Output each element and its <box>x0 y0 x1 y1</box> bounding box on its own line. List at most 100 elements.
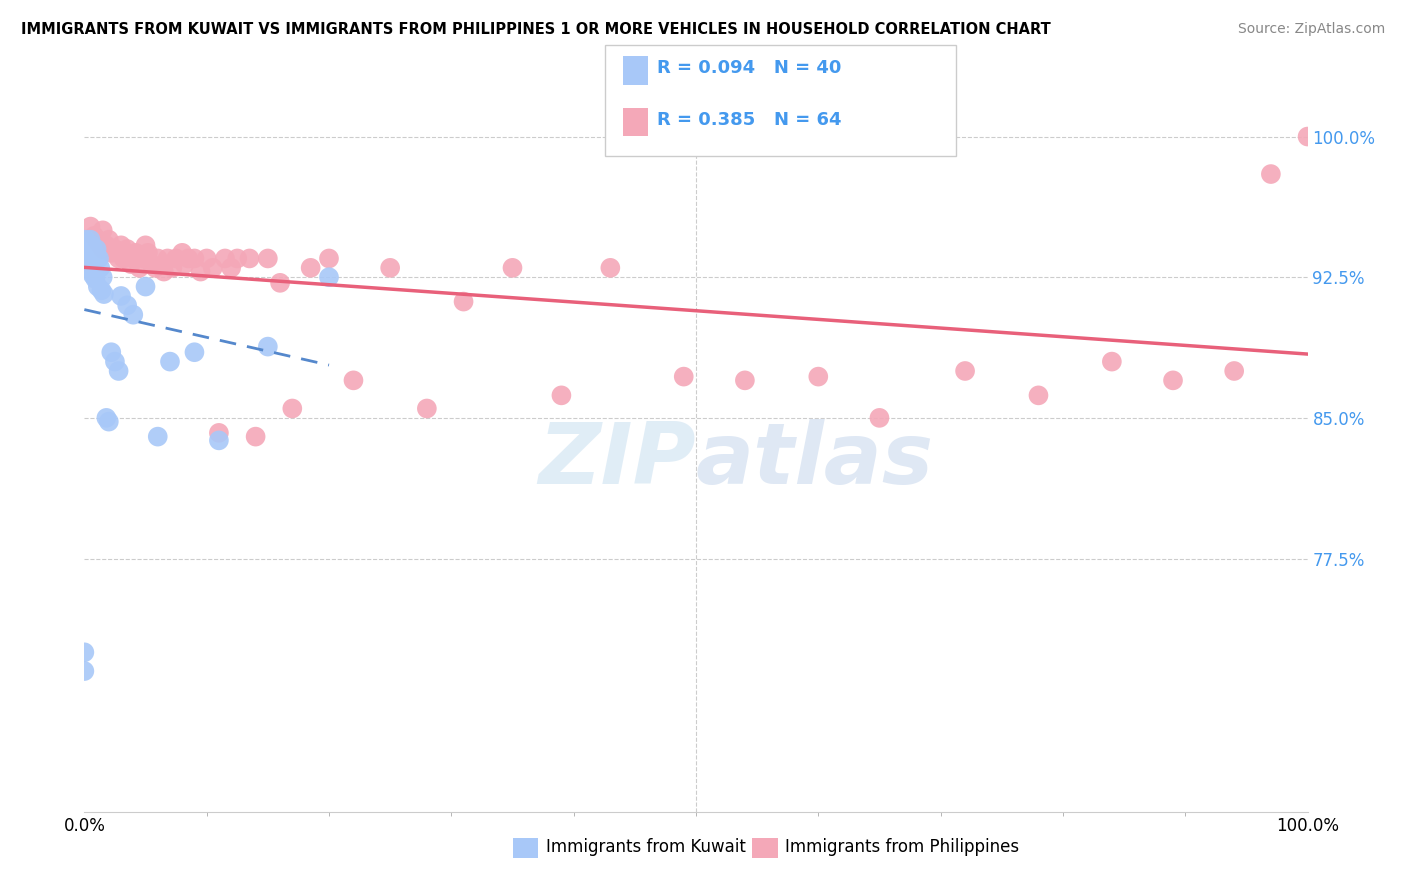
Point <box>190 264 212 278</box>
Text: IMMIGRANTS FROM KUWAIT VS IMMIGRANTS FROM PHILIPPINES 1 OR MORE VEHICLES IN HOUS: IMMIGRANTS FROM KUWAIT VS IMMIGRANTS FRO… <box>21 22 1050 37</box>
Point <box>132 252 155 266</box>
Point <box>83 229 105 244</box>
Point <box>84 272 107 286</box>
Point <box>100 345 122 359</box>
Point <box>807 369 830 384</box>
Point <box>1101 354 1123 368</box>
Point <box>226 252 249 266</box>
Point <box>416 401 439 416</box>
Point <box>100 245 122 260</box>
Point <box>550 388 572 402</box>
Point <box>599 260 621 275</box>
Point <box>177 252 200 266</box>
Text: Immigrants from Kuwait: Immigrants from Kuwait <box>546 838 745 856</box>
Point <box>318 270 340 285</box>
Point <box>135 238 157 252</box>
Point <box>104 242 127 256</box>
Point <box>83 245 105 260</box>
Point <box>162 260 184 275</box>
Point <box>76 242 98 256</box>
Point <box>77 253 100 268</box>
Point <box>1028 388 1050 402</box>
Point <box>159 354 181 368</box>
Text: R = 0.385   N = 64: R = 0.385 N = 64 <box>657 111 841 128</box>
Text: Immigrants from Philippines: Immigrants from Philippines <box>785 838 1019 856</box>
Point <box>77 257 100 271</box>
Point <box>82 242 104 256</box>
Point <box>245 429 267 443</box>
Point <box>208 425 231 440</box>
Point <box>91 270 114 285</box>
Point <box>80 238 103 252</box>
Point <box>257 340 280 354</box>
Point <box>219 260 242 275</box>
Point <box>73 645 96 659</box>
Point <box>136 245 159 260</box>
Point <box>86 250 108 264</box>
Point <box>96 238 118 252</box>
Point <box>1161 373 1184 387</box>
Point <box>183 345 205 359</box>
Point <box>208 434 231 448</box>
Point <box>172 245 194 260</box>
Point <box>115 298 138 312</box>
Point <box>110 238 132 252</box>
Point <box>128 260 150 275</box>
Text: atlas: atlas <box>696 419 934 502</box>
Point <box>107 364 129 378</box>
Point <box>76 245 98 260</box>
Point <box>318 252 340 266</box>
Point <box>672 369 695 384</box>
Point <box>869 410 891 425</box>
Point <box>75 238 97 252</box>
Point <box>77 250 100 264</box>
Point <box>165 252 187 266</box>
Point <box>86 233 108 247</box>
Point <box>97 233 120 247</box>
Point <box>1223 364 1246 378</box>
Point <box>112 252 135 266</box>
Point <box>86 242 108 256</box>
Point <box>110 289 132 303</box>
Point <box>79 260 101 275</box>
Point <box>73 664 96 678</box>
Point <box>342 373 364 387</box>
Point <box>82 268 104 283</box>
Point <box>953 364 976 378</box>
Point <box>135 279 157 293</box>
Point <box>87 279 110 293</box>
Point <box>87 252 110 266</box>
Point <box>96 410 118 425</box>
Point <box>502 260 524 275</box>
Point <box>90 283 112 297</box>
Point <box>214 252 236 266</box>
Text: Source: ZipAtlas.com: Source: ZipAtlas.com <box>1237 22 1385 37</box>
Point <box>1260 167 1282 181</box>
Point <box>269 276 291 290</box>
Point <box>115 242 138 256</box>
Text: R = 0.094   N = 40: R = 0.094 N = 40 <box>657 59 841 77</box>
Point <box>91 242 114 256</box>
Point <box>734 373 756 387</box>
Point <box>257 252 280 266</box>
Point <box>80 264 103 278</box>
Point <box>75 233 97 247</box>
Point <box>97 415 120 429</box>
Point <box>120 257 142 271</box>
Point <box>104 354 127 368</box>
Point <box>238 252 260 266</box>
Point <box>143 260 166 275</box>
Point <box>122 252 145 266</box>
Point <box>107 252 129 266</box>
Point <box>141 257 163 271</box>
Point <box>281 401 304 416</box>
Point <box>1296 129 1319 144</box>
Point <box>146 252 169 266</box>
Point <box>183 252 205 266</box>
Point <box>156 252 179 266</box>
Point <box>89 260 111 275</box>
Point <box>91 223 114 237</box>
Point <box>201 260 224 275</box>
Point <box>195 252 218 266</box>
Point <box>79 233 101 247</box>
